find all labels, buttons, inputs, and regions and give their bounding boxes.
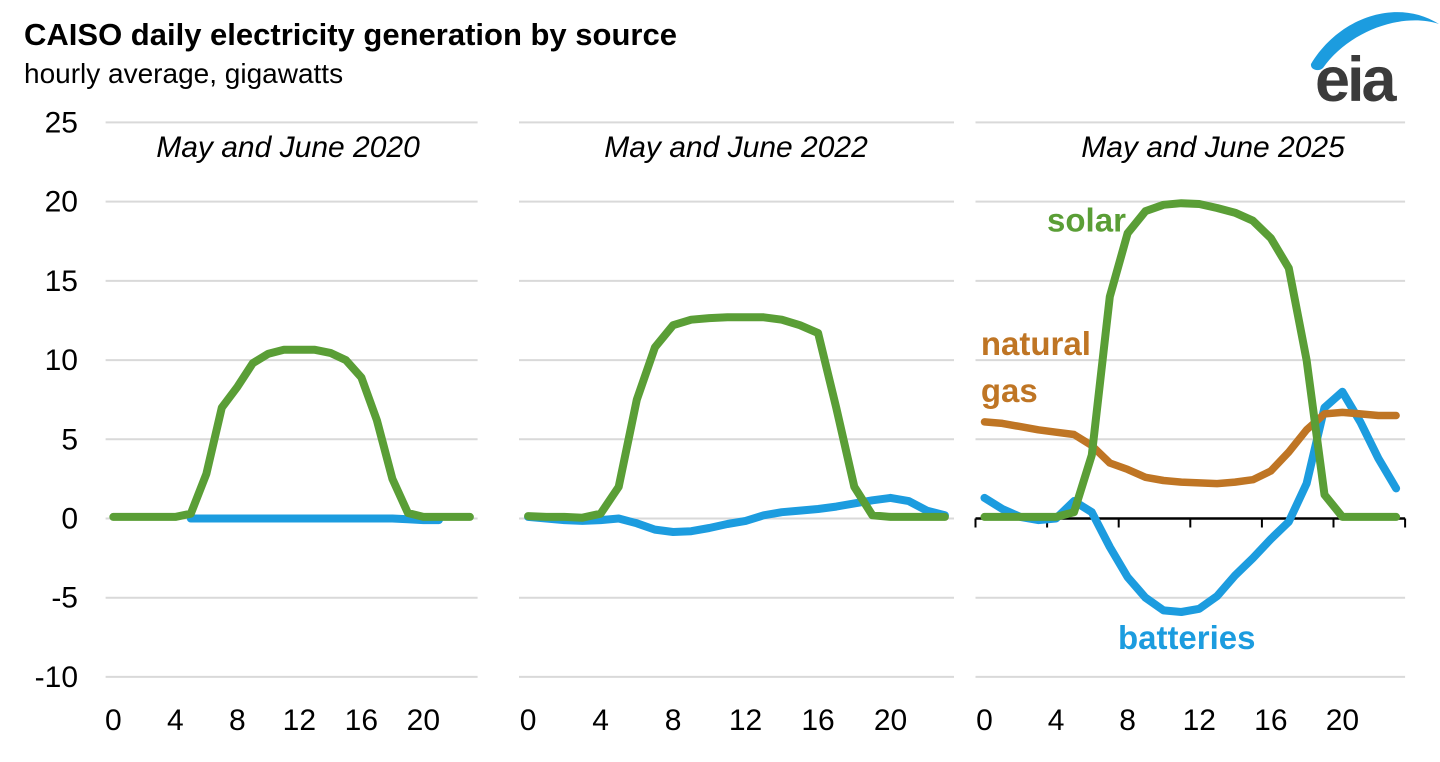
y-tick-label: 0: [61, 503, 78, 536]
x-tick-label: 20: [407, 704, 440, 737]
y-tick-label: 15: [45, 265, 78, 298]
series-line-natural-gas: [980, 408, 1400, 488]
x-tick-label: 8: [1119, 704, 1136, 737]
y-tick-label: -5: [51, 582, 78, 615]
x-tick-label: 0: [976, 704, 993, 737]
eia-logo-text: eia: [1315, 45, 1398, 115]
x-tick-label: 0: [105, 704, 122, 737]
series-line-solar: [980, 199, 1401, 521]
x-tick-label: 20: [1326, 704, 1359, 737]
x-tick-label: 12: [1183, 704, 1216, 737]
y-tick-label: 10: [45, 344, 78, 377]
x-tick-label: 16: [1254, 704, 1287, 737]
x-tick-label: 20: [874, 704, 907, 737]
series-line-batteries: [186, 514, 443, 525]
series-label-batteries: batteries: [1118, 619, 1256, 656]
x-tick-label: 4: [167, 704, 184, 737]
x-tick-label: 16: [801, 704, 834, 737]
y-tick-label: 5: [61, 423, 78, 456]
panel-title: May and June 2020: [156, 131, 420, 164]
panel-title: May and June 2022: [604, 131, 868, 164]
series-label-natural-gas: gas: [981, 372, 1038, 409]
x-tick-label: 0: [520, 704, 537, 737]
series-label-solar: solar: [1047, 202, 1126, 239]
x-tick-label: 12: [283, 704, 316, 737]
y-tick-label: -10: [35, 661, 78, 694]
panel-title: May and June 2025: [1081, 131, 1345, 164]
x-tick-label: 4: [1048, 704, 1065, 737]
eia-logo: eia: [1310, 12, 1439, 115]
chart-subtitle: hourly average, gigawatts: [24, 58, 344, 89]
y-tick-label: 20: [45, 186, 78, 219]
series-line-solar: [524, 313, 949, 522]
chart-title: CAISO daily electricity generation by so…: [24, 17, 677, 52]
eia-logo-swoosh-icon: [1310, 12, 1439, 71]
series-label-natural-gas: natural: [981, 325, 1091, 362]
series-line-solar: [109, 345, 474, 521]
x-tick-label: 4: [592, 704, 609, 737]
series-line-batteries: [524, 493, 949, 536]
x-tick-label: 8: [665, 704, 682, 737]
x-tick-label: 8: [229, 704, 246, 737]
x-tick-label: 12: [729, 704, 762, 737]
x-tick-label: 16: [345, 704, 378, 737]
y-tick-label: 25: [45, 106, 78, 139]
